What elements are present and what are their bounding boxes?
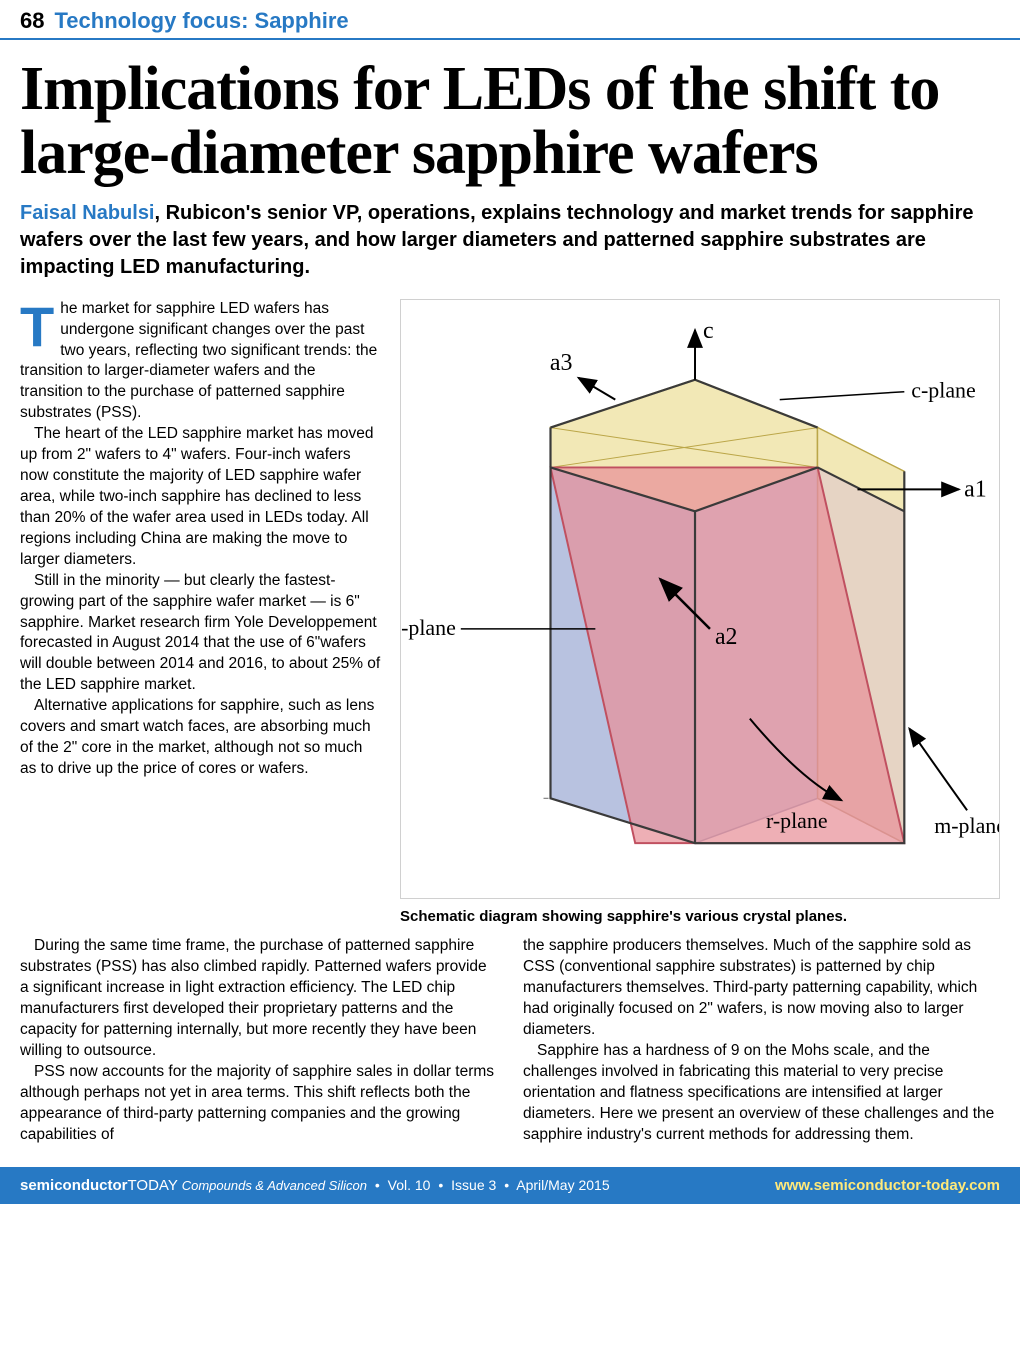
magazine-subtitle: Compounds & Advanced Silicon [182,1178,367,1193]
two-column-section: During the same time frame, the purchase… [20,936,1000,1145]
article-content: c a3 a1 a2 c-plane a-plane r- [0,299,1020,1156]
separator-dot: • [371,1177,384,1193]
paragraph-6: PSS now accounts for the majority of sap… [20,1062,497,1146]
issue: Issue 3 [451,1177,496,1193]
figure-container: c a3 a1 a2 c-plane a-plane r- [400,299,1000,927]
a-plane-label: a-plane [400,615,456,640]
paragraph-7: the sapphire producers themselves. Much … [523,936,1000,1041]
crystal-diagram: c a3 a1 a2 c-plane a-plane r- [400,299,1000,899]
page: 68 Technology focus: Sapphire Implicatio… [0,0,1020,1204]
header-bar: 68 Technology focus: Sapphire [0,0,1020,40]
r-plane-label: r-plane [766,808,828,833]
separator-dot: • [500,1177,513,1193]
p1-text: he market for sapphire LED wafers has un… [20,300,377,422]
author-name: Faisal Nabulsi [20,202,155,224]
figure-caption: Schematic diagram showing sapphire's var… [400,907,1000,927]
magazine-suffix: TODAY [128,1177,178,1194]
paragraph-5: During the same time frame, the purchase… [20,936,497,1062]
axis-a2-label: a2 [715,624,738,650]
dropcap: T [20,299,60,351]
volume: Vol. 10 [388,1177,431,1193]
c-plane-label: c-plane [911,377,975,402]
page-number: 68 [20,8,44,34]
axis-a1-label: a1 [964,476,987,502]
article-subheadline: Faisal Nabulsi, Rubicon's senior VP, ope… [0,200,1020,299]
footer-bar: semiconductorTODAY Compounds & Advanced … [0,1167,1020,1204]
footer-left: semiconductorTODAY Compounds & Advanced … [20,1177,610,1194]
article-headline: Implications for LEDs of the shift to la… [0,40,1020,200]
subheadline-text: , Rubicon's senior VP, operations, expla… [20,202,974,278]
footer-url[interactable]: www.semiconductor-today.com [775,1177,1000,1194]
magazine-name: semiconductor [20,1177,128,1194]
separator-dot: • [434,1177,447,1193]
issue-date: April/May 2015 [516,1177,609,1193]
paragraph-8: Sapphire has a hardness of 9 on the Mohs… [523,1041,1000,1146]
axis-c-label: c [703,318,714,344]
axis-a3-label: a3 [550,349,573,375]
m-plane-label: m-plane [934,813,1000,838]
section-title: Technology focus: Sapphire [54,8,348,34]
